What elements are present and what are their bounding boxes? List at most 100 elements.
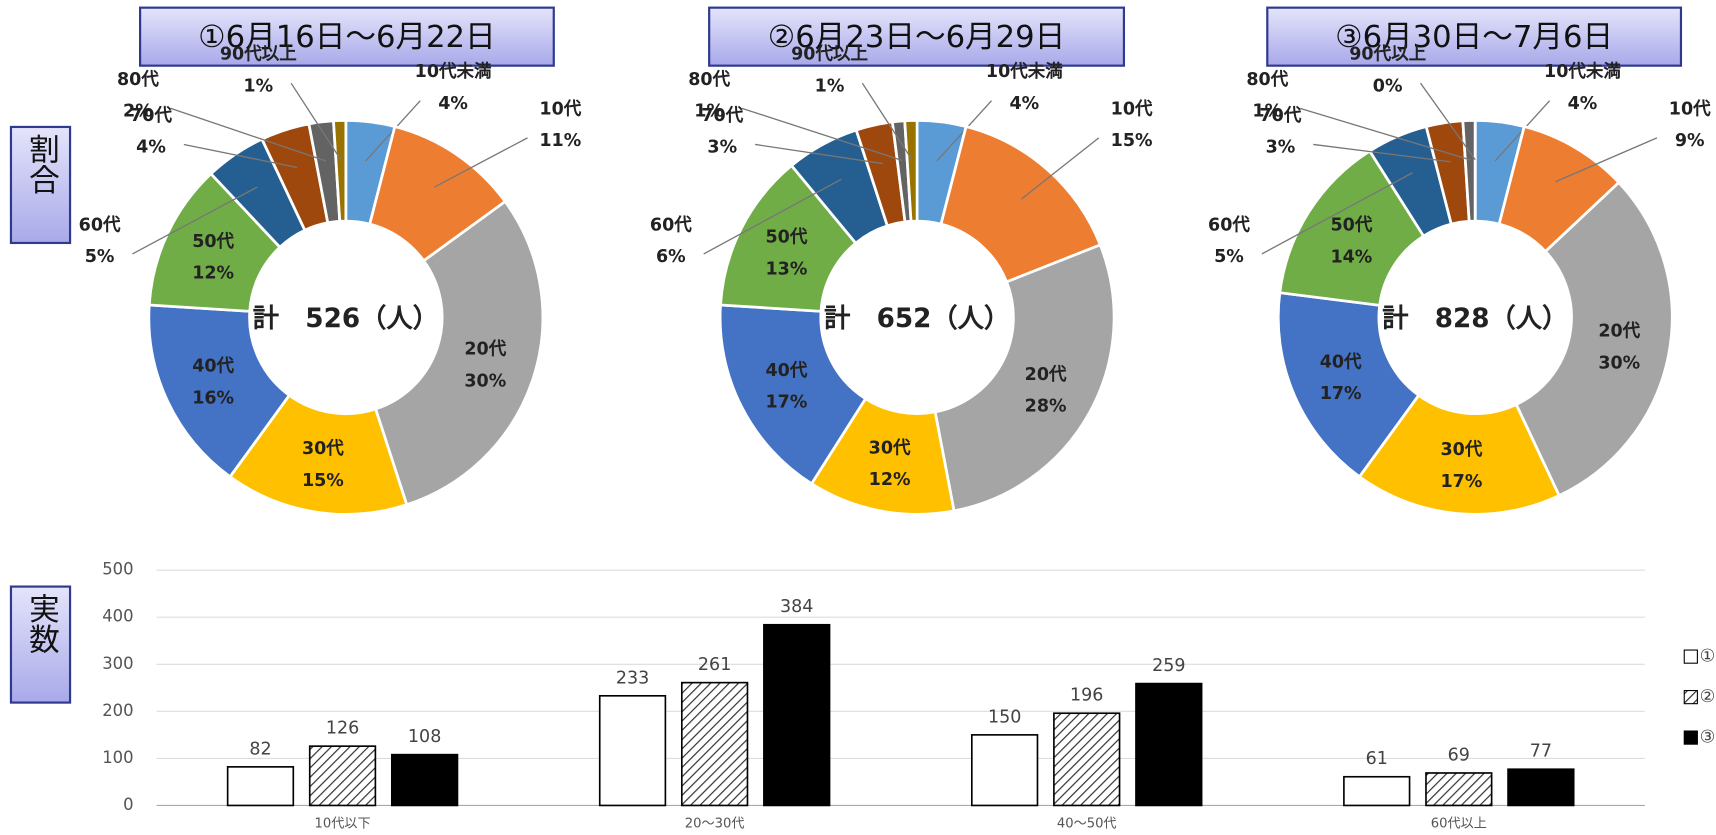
slice-label: 60代 — [650, 214, 692, 235]
bar — [308, 745, 377, 807]
slice-value: 4% — [136, 138, 166, 158]
slice-label: 20代 — [464, 339, 506, 360]
chart-title: ②6月23日～6月29日 — [768, 20, 1066, 55]
slice-label: 10代 — [1669, 98, 1711, 119]
leader-line — [183, 143, 298, 169]
slice-label: 50代 — [192, 231, 234, 252]
y-tick-label: 0 — [123, 795, 133, 814]
x-tick-label: 40～50代 — [1057, 816, 1117, 832]
value-label: 261 — [698, 655, 731, 675]
x-tick-label: 20～30代 — [685, 816, 745, 832]
pie-slice — [332, 119, 348, 223]
slice-value: 30% — [1598, 353, 1640, 373]
slice-label: 50代 — [766, 227, 808, 248]
chart-title: ③6月30日～7月6日 — [1335, 20, 1613, 55]
pie-slice — [1514, 180, 1674, 498]
pie-slice — [1276, 291, 1421, 479]
leader-line — [741, 107, 903, 162]
pie-slice — [718, 303, 868, 486]
value-label: 108 — [408, 727, 441, 747]
slice-value: 6% — [656, 247, 686, 267]
side-box — [9, 125, 72, 245]
pie-slice — [903, 119, 919, 223]
slice-value: 4% — [1568, 94, 1598, 114]
bar — [226, 766, 295, 807]
x-tick-label: 60代以上 — [1431, 816, 1487, 832]
slice-label: 30代 — [869, 437, 911, 458]
slice-label: 70代 — [701, 105, 743, 126]
leader-line — [290, 82, 342, 161]
legend-label: ① — [1700, 647, 1716, 667]
value-label: 196 — [1070, 686, 1103, 706]
slice-label: 10代未満 — [1544, 61, 1621, 82]
side-box — [9, 585, 72, 704]
y-tick-label: 300 — [102, 654, 133, 673]
slice-value: 11% — [539, 131, 581, 151]
slice-value: 12% — [869, 470, 911, 490]
value-label: 233 — [616, 668, 649, 688]
pie-slice — [373, 199, 545, 507]
leader-line — [1419, 82, 1476, 161]
value-label: 69 — [1448, 745, 1470, 765]
center-label: 計 652（人） — [824, 304, 1010, 334]
slice-value: 12% — [192, 264, 234, 284]
bar — [1507, 768, 1575, 807]
value-label: 126 — [326, 719, 359, 739]
y-tick-label: 400 — [102, 607, 133, 626]
slice-label: 10代未満 — [986, 61, 1063, 82]
bar — [1343, 775, 1411, 807]
slice-value: 30% — [464, 371, 506, 391]
slice-label: 70代 — [1259, 105, 1301, 126]
side-label: 実数 — [23, 593, 58, 655]
leader-line — [170, 107, 327, 162]
slice-label: 80代 — [117, 69, 159, 90]
slice-value: 3% — [1266, 138, 1296, 158]
bar — [763, 623, 831, 807]
slice-value: 1% — [815, 76, 845, 96]
value-label: 61 — [1366, 749, 1388, 769]
title-box — [1266, 6, 1683, 67]
slice-label: 90代以上 — [791, 44, 868, 65]
leader-line — [755, 143, 883, 165]
slice-label: 10代 — [1111, 98, 1153, 119]
side-label: 割合 — [23, 133, 58, 195]
slice-label: 20代 — [1025, 364, 1067, 385]
slice-value: 3% — [707, 138, 737, 158]
slice-value: 4% — [438, 94, 468, 114]
slice-value: 17% — [1320, 384, 1362, 404]
slice-label: 50代 — [1330, 215, 1372, 236]
pie-slice — [147, 303, 292, 479]
legend-swatch — [1683, 649, 1698, 664]
slice-value: 5% — [85, 247, 115, 267]
slice-label: 60代 — [1208, 214, 1250, 235]
chart-title: ①6月16日～6月22日 — [198, 20, 496, 55]
value-label: 82 — [249, 739, 271, 759]
slice-value: 14% — [1330, 247, 1372, 267]
bar — [1425, 772, 1493, 807]
slice-label: 10代未満 — [415, 61, 492, 82]
slice-label: 20代 — [1598, 321, 1640, 342]
value-label: 384 — [780, 597, 813, 617]
bar — [1053, 712, 1121, 807]
leader-line — [1020, 137, 1100, 200]
title-box — [708, 6, 1126, 67]
slice-value: 16% — [192, 388, 234, 408]
x-tick-label: 10代以下 — [315, 816, 371, 832]
value-label: 259 — [1152, 656, 1185, 676]
leader-line — [1261, 172, 1413, 255]
slice-label: 10代 — [539, 98, 581, 119]
slice-value: 9% — [1675, 131, 1705, 151]
value-label: 150 — [988, 707, 1021, 727]
slice-value: 17% — [765, 393, 807, 413]
legend-label: ③ — [1700, 728, 1716, 748]
slice-label: 30代 — [302, 438, 344, 459]
slice-value: 28% — [1025, 397, 1067, 417]
slice-value: 1% — [243, 76, 273, 96]
slice-value: 15% — [302, 471, 344, 491]
slice-value: 5% — [1214, 247, 1244, 267]
value-label: 77 — [1530, 742, 1552, 762]
slice-label: 90代以上 — [220, 44, 297, 65]
slice-value: 0% — [1373, 76, 1403, 96]
slice-value: 13% — [765, 259, 807, 279]
